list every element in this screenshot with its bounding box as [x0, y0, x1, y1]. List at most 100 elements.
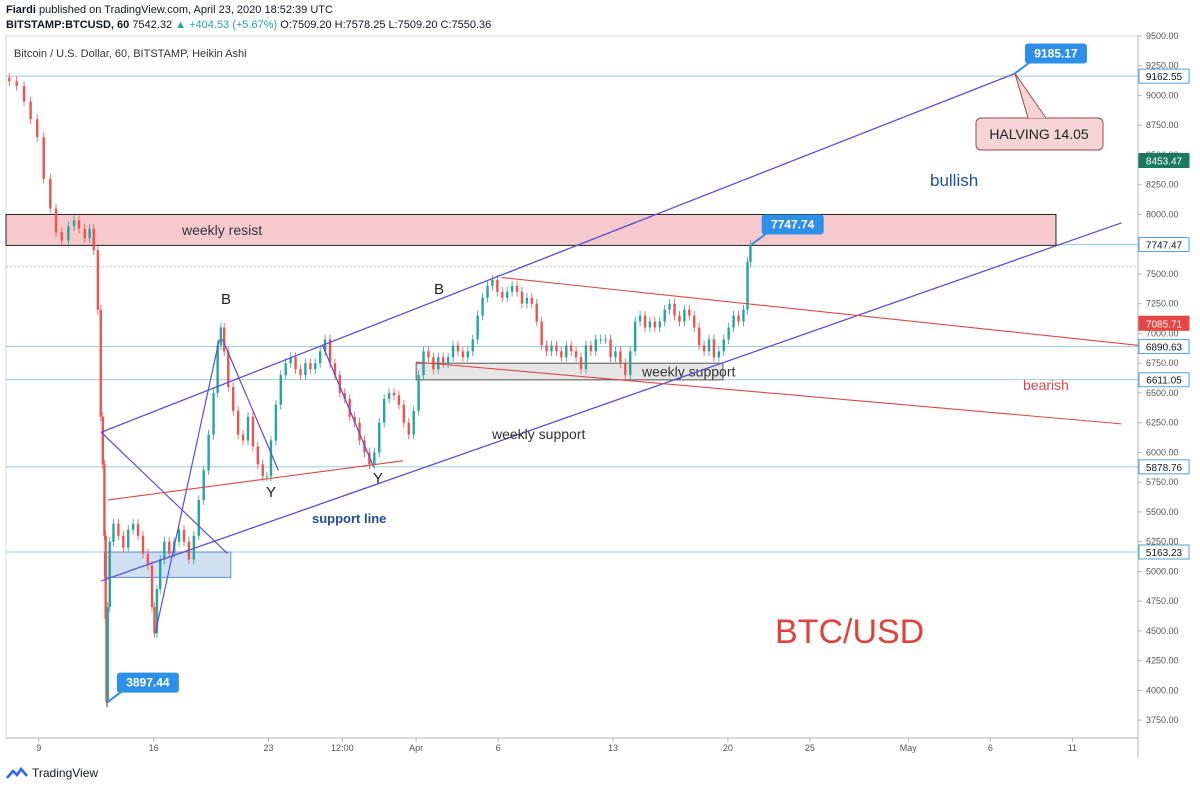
candle-body [668, 303, 671, 310]
tradingview-logo-icon[interactable] [6, 766, 28, 780]
candle-body [584, 345, 588, 370]
candle-body [246, 416, 250, 441]
candle-body [49, 178, 52, 209]
weekly-resist-label: weekly resist [181, 222, 262, 238]
y-tick-label: 6750.00 [1146, 358, 1179, 368]
candle-body [279, 375, 282, 405]
candle-body [678, 315, 681, 322]
candle-body [343, 392, 346, 399]
support-line-label: support line [312, 511, 386, 526]
candle-body [289, 357, 292, 364]
x-tick-label: 25 [805, 743, 815, 753]
candle-body [579, 357, 583, 370]
candle-body [54, 208, 58, 233]
candle-body [648, 321, 652, 328]
candle-body [92, 228, 95, 251]
candle-body [683, 309, 686, 322]
bearish-upper-line [501, 276, 1139, 346]
red-support-line [107, 460, 404, 501]
candle-body [358, 422, 361, 441]
footer-brand[interactable]: TradingView [32, 766, 99, 780]
candle-body [481, 297, 484, 316]
candle-body [427, 351, 430, 358]
y-tick-label: 6250.00 [1146, 418, 1179, 428]
price-axis-tag [1138, 68, 1190, 84]
candle-body [505, 291, 509, 298]
candle-body [742, 309, 745, 322]
y-tick-label: 8750.00 [1146, 120, 1179, 130]
candle-body [589, 345, 593, 352]
x-tick-label: 13 [608, 743, 618, 753]
publisher-name[interactable]: Fiardi [6, 4, 36, 16]
candle-body [373, 452, 376, 465]
publish-line: Fiardi published on TradingView.com, Apr… [6, 3, 491, 18]
candle-body [348, 398, 351, 417]
candle-body [323, 339, 327, 352]
candle-body [599, 339, 602, 341]
candle-body [515, 285, 519, 292]
price-axis-tag [1138, 153, 1190, 169]
y-tick-label: 7000.00 [1146, 328, 1179, 338]
candle-body [146, 553, 150, 566]
candle-body [530, 297, 534, 304]
candle-body [555, 345, 558, 352]
candle-body [565, 345, 568, 358]
candle-body [207, 434, 210, 471]
candle-body [96, 250, 100, 310]
y-tick-label: 9500.00 [1146, 31, 1179, 41]
candle-body [103, 464, 106, 536]
candle-body [540, 321, 543, 346]
candle-body [673, 303, 676, 316]
price-axis-tag [1138, 459, 1190, 475]
x-tick-label: 11 [1068, 743, 1077, 753]
x-tick-label: 12:00 [331, 743, 354, 753]
weekly-support-zone [415, 362, 724, 381]
candle-body [525, 297, 529, 304]
candle-body [101, 416, 104, 465]
candle-body [638, 315, 642, 322]
candle-body [633, 321, 637, 352]
y-tick-label: 5750.00 [1146, 477, 1179, 487]
candle-body [442, 357, 445, 364]
y-tick-label: 4000.00 [1146, 685, 1179, 695]
candle-body [304, 363, 307, 376]
candle-body [407, 422, 410, 435]
candle-body [251, 416, 255, 447]
price-change: +404.53 (+5.67%) [189, 19, 278, 31]
candle-body [141, 535, 145, 554]
y-tick-label: 4750.00 [1146, 596, 1179, 606]
candle-body [604, 339, 607, 341]
ohlc-line: BITSTAMP:BTCUSD, 60 7542.32 ▲ +404.53 (+… [6, 18, 491, 33]
candle-body [629, 351, 632, 376]
candle-body [712, 339, 716, 358]
price-axis-tag-text: 5878.76 [1146, 463, 1183, 474]
y-tick-label: 9000.00 [1146, 90, 1179, 100]
candle-body [216, 345, 219, 393]
candle-body [104, 535, 107, 620]
candle-body [77, 220, 81, 229]
candle-body [471, 339, 474, 352]
b-y-leg-1 [222, 339, 279, 471]
candle-body [269, 440, 273, 477]
candle-body [163, 541, 166, 560]
candle-body [737, 315, 740, 322]
candle-body [688, 309, 691, 316]
x-tick-label: 16 [149, 743, 159, 753]
y-tick-label: 6000.00 [1146, 447, 1179, 457]
candle-body [569, 345, 573, 352]
x-tick-label: Apr [409, 743, 423, 753]
x-tick-label: May [900, 743, 918, 753]
open-value: O:7509.20 [280, 19, 332, 31]
candle-body [232, 387, 235, 411]
candle-body [619, 351, 622, 364]
candle-body [192, 535, 196, 560]
weekly-resist-zone [5, 213, 1057, 246]
candle-body [284, 363, 287, 376]
candle-body [108, 541, 111, 608]
candle-body [131, 523, 135, 530]
candle-body [117, 523, 120, 536]
candle-body [182, 529, 186, 542]
weekly-support-label-2: weekly support [491, 426, 585, 442]
candle-body [392, 392, 396, 396]
